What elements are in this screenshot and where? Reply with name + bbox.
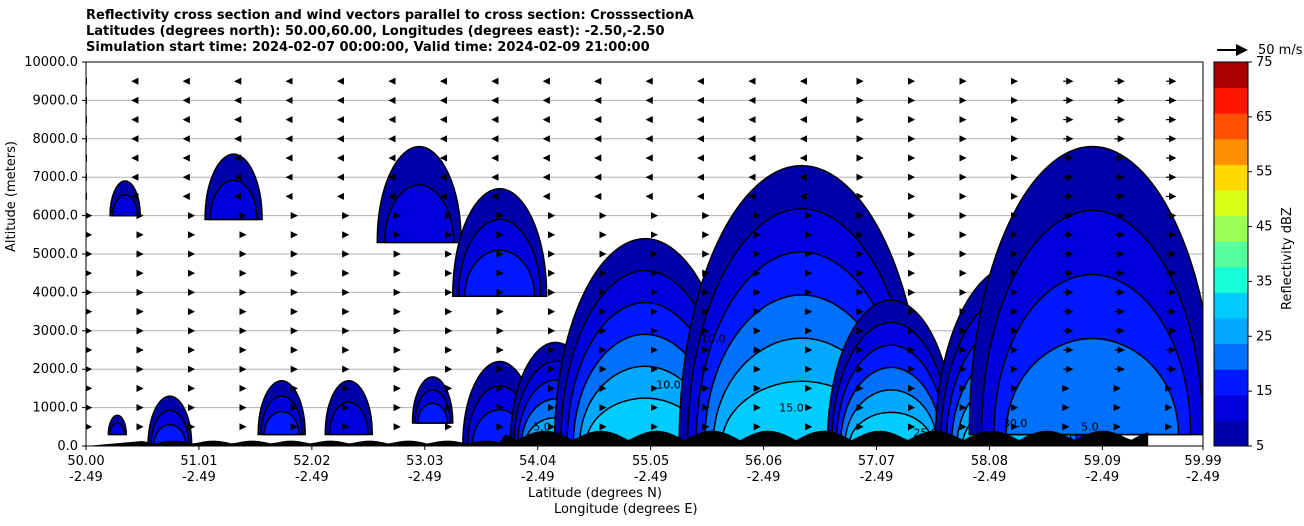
y-tick-label: 10000.0: [24, 55, 78, 70]
colorbar-segment: [1214, 420, 1248, 447]
colorbar-segment: [1214, 318, 1248, 345]
terrain-shape: [86, 430, 1149, 446]
colorbar-segment: [1214, 241, 1248, 268]
y-tick-label: 8000.0: [33, 132, 79, 147]
x-axis-ticks: 50.00-2.4951.01-2.4952.02-2.4953.03-2.49…: [67, 446, 1222, 485]
reference-arrow-label: 50 m/s: [1258, 43, 1303, 58]
colorbar-tick-label: 5: [1256, 439, 1264, 454]
colorbar-tick-label: 25: [1256, 329, 1273, 344]
y-tick-label: 6000.0: [33, 209, 79, 224]
contour-label: 10.0: [701, 332, 726, 345]
contour-labels: 5.0 10.0 15.0 20.0 25.0 30.0 5.0 10.0: [533, 332, 1098, 443]
contour-label: 5.0: [1081, 421, 1099, 434]
colorbar-segment: [1214, 164, 1248, 191]
x-tick-label-lat: 59.09: [1084, 454, 1121, 469]
reflectivity-contours: [107, 145, 1203, 446]
y-tick-label: 4000.0: [33, 285, 79, 300]
colorbar-frame: [1213, 61, 1249, 447]
contour-label: 10.0: [656, 378, 681, 391]
reflectivity-contour: [109, 422, 126, 436]
contour-label: 15.0: [779, 401, 804, 414]
title-line-2: Latitudes (degrees north): 50.00,60.00, …: [86, 24, 665, 39]
x-tick-label-lon: -2.49: [69, 470, 103, 485]
colorbar-tick-label: 45: [1256, 220, 1273, 235]
chart-title: Reflectivity cross section and wind vect…: [86, 8, 694, 56]
colorbar-tick-label: 55: [1256, 165, 1273, 180]
colorbar-segment: [1214, 62, 1248, 89]
contour-label: 5.0: [533, 421, 551, 434]
y-axis-ticks: 0.0 1000.0 2000.0 3000.0 4000.0 5000.0 6000.0 7…: [24, 55, 86, 454]
y-tick-label: 7000.0: [33, 170, 79, 185]
x-tick-label-lon: -2.49: [408, 470, 442, 485]
x-tick-label-lat: 58.08: [971, 454, 1008, 469]
colorbar-segment: [1214, 190, 1248, 217]
x-tick-label-lat: 59.99: [1184, 454, 1221, 469]
y-tick-label: 1000.0: [33, 401, 79, 416]
colorbar-segment: [1214, 87, 1248, 114]
x-tick-label-lon: -2.49: [1186, 470, 1220, 485]
y-tick-label: 2000.0: [33, 362, 79, 377]
x-tick-label-lat: 55.05: [632, 454, 669, 469]
colorbar-segment: [1214, 292, 1248, 319]
y-tick-label: 5000.0: [33, 247, 79, 262]
title-line-1: Reflectivity cross section and wind vect…: [86, 8, 694, 23]
x-tick-label-lat: 57.07: [858, 454, 895, 469]
colorbar-segment: [1214, 113, 1248, 140]
colorbar-tick-label: 75: [1256, 55, 1273, 70]
x-tick-label-lon: -2.49: [295, 470, 329, 485]
x-tick-label-lon: -2.49: [973, 470, 1007, 485]
colorbar-tick-label: 15: [1256, 384, 1273, 399]
colorbar-segment: [1214, 215, 1248, 242]
reflectivity-contour: [328, 401, 369, 436]
colorbar-label: Reflectivity dBZ: [1280, 207, 1295, 310]
y-tick-label: 3000.0: [33, 324, 79, 339]
contour-label: 30.0: [1003, 417, 1028, 430]
y-tick-label: 0.0: [57, 439, 78, 454]
x-tick-label-lat: 51.01: [180, 454, 217, 469]
reflectivity-contour: [152, 423, 187, 446]
colorbar-segment: [1214, 343, 1248, 370]
colorbar-tick-label: 65: [1256, 110, 1273, 125]
colorbar-segment: [1214, 138, 1248, 165]
x-tick-label-lon: -2.49: [634, 470, 668, 485]
x-tick-label-lat: 56.06: [745, 454, 782, 469]
x-tick-label-lat: 50.00: [67, 454, 104, 469]
wind-vectors: [86, 77, 1177, 431]
x-tick-label-lon: -2.49: [521, 470, 555, 485]
contour-label: 25.0: [913, 426, 938, 439]
reflectivity-contour: [263, 410, 300, 436]
colorbar-segment: [1214, 369, 1248, 396]
x-tick-label-lon: -2.49: [1086, 470, 1120, 485]
x-axis-label: Latitude (degrees N): [528, 486, 662, 501]
x-axis-label-2: Longitude (degrees E): [554, 502, 698, 517]
x-tick-label-lat: 52.02: [293, 454, 330, 469]
contour-label: 20.0: [813, 430, 838, 443]
x-tick-label-lon: -2.49: [747, 470, 781, 485]
x-tick-label-lon: -2.49: [860, 470, 894, 485]
colorbar-segment: [1214, 394, 1248, 421]
title-line-3: Simulation start time: 2024-02-07 00:00:…: [86, 40, 650, 55]
y-tick-label: 9000.0: [33, 93, 79, 108]
x-tick-label-lat: 53.03: [406, 454, 443, 469]
y-axis-label: Altitude (meters): [4, 141, 19, 252]
colorbar-tick-label: 35: [1256, 274, 1273, 289]
x-tick-label-lat: 54.04: [519, 454, 556, 469]
x-tick-label-lon: -2.49: [182, 470, 216, 485]
reflectivity-contour: [112, 194, 139, 217]
reflectivity-contour: [384, 184, 455, 244]
terrain-silhouette: [86, 430, 1149, 446]
colorbar-segment: [1214, 266, 1248, 293]
reflectivity-contour: [1005, 337, 1180, 436]
colorbar: 5 15 25 35 45 55 65 75: [1213, 55, 1273, 454]
reflectivity-contour: [209, 179, 258, 221]
reflectivity-contour: [416, 402, 449, 424]
